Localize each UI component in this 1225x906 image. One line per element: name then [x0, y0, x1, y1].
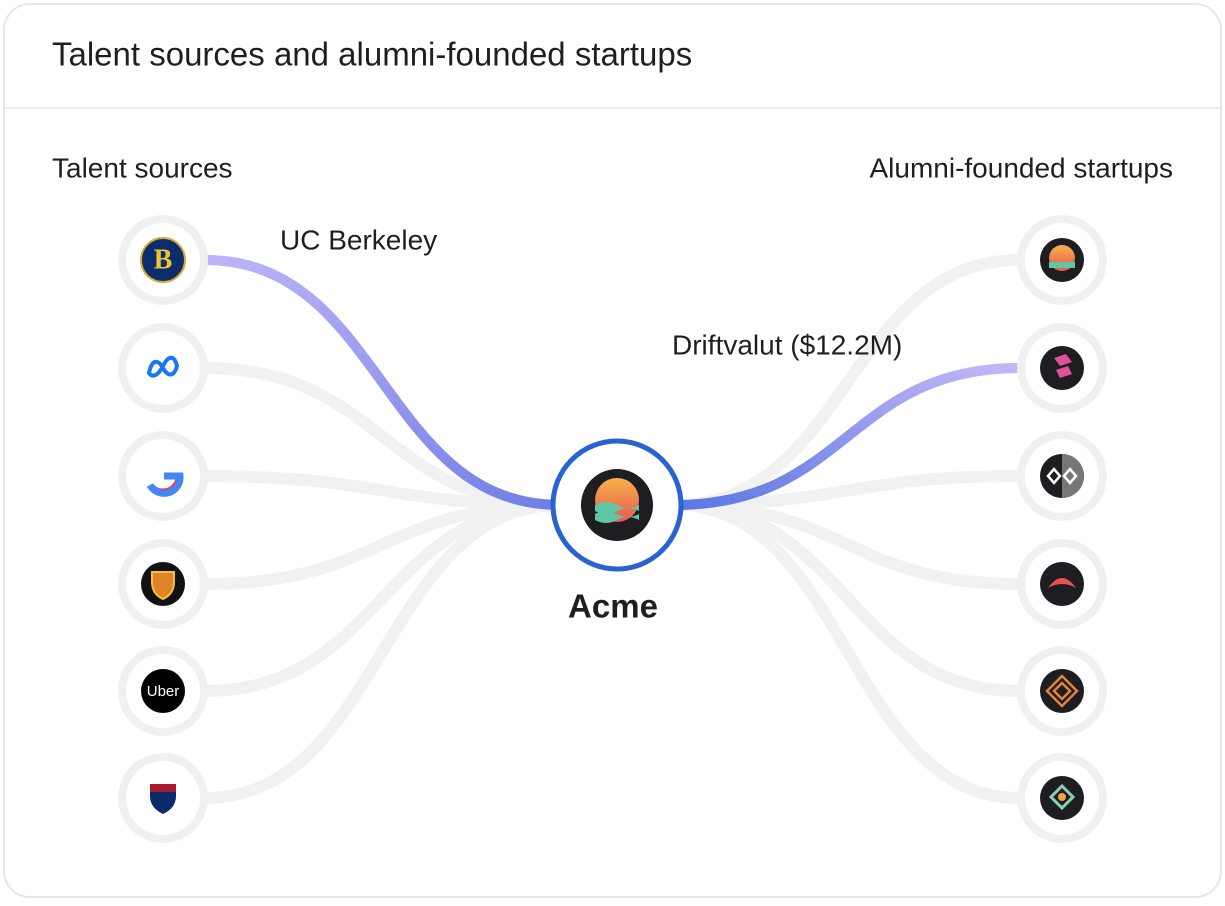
center-label: Acme [568, 588, 658, 625]
nodes: B Uber [118, 215, 1107, 843]
link-highlight [674, 363, 1021, 510]
logo [140, 237, 186, 283]
center-logo [595, 502, 639, 523]
logo [146, 355, 180, 378]
logo-text: Uber [147, 683, 180, 700]
left-heading: Talent sources [52, 152, 233, 183]
logo-text: B [154, 244, 173, 275]
link [674, 499, 1021, 804]
links [204, 254, 1021, 804]
logo [1045, 674, 1079, 708]
highlight-label: UC Berkeley [280, 224, 437, 255]
logo [1062, 454, 1084, 498]
logo [151, 571, 175, 601]
logo [1048, 783, 1076, 811]
highlight-label: Driftvalut ($12.2M) [672, 329, 902, 360]
logo [141, 669, 185, 713]
link-highlight [204, 255, 561, 510]
card-title: Talent sources and alumni-founded startu… [52, 36, 692, 73]
logo [1040, 669, 1084, 713]
logo [1046, 467, 1078, 485]
logo [1048, 578, 1076, 588]
logo [1058, 793, 1066, 801]
right-heading: Alumni-founded startups [869, 152, 1173, 183]
node [126, 439, 200, 513]
link [204, 499, 561, 804]
logo [1049, 262, 1075, 268]
logo [150, 784, 176, 792]
logo [146, 472, 184, 497]
logo [1054, 354, 1072, 378]
link [674, 254, 1021, 511]
